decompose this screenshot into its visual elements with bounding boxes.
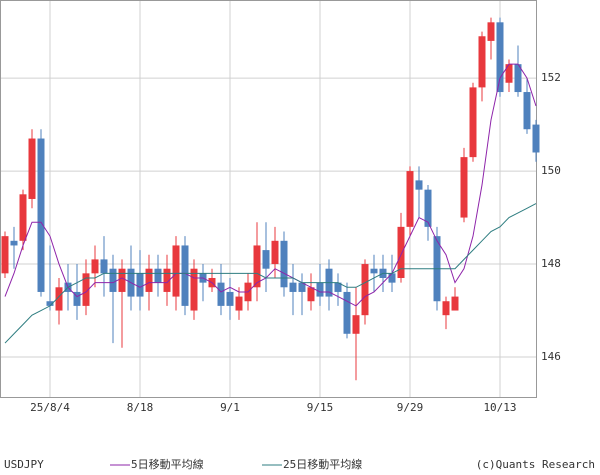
candle-body — [109, 268, 117, 292]
x-tick-label: 9/1 — [220, 401, 240, 414]
candle-body — [181, 245, 189, 306]
candle-body — [118, 268, 126, 292]
candle-body — [343, 291, 351, 334]
candle-body — [28, 138, 36, 199]
candle-body — [442, 301, 450, 316]
candle-body — [46, 301, 54, 306]
candle-body — [397, 226, 405, 278]
x-tick-label: 10/13 — [483, 401, 516, 414]
candle-body — [334, 282, 342, 292]
candle-body — [496, 22, 504, 93]
candle-body — [262, 250, 270, 269]
y-tick-label: 146 — [541, 350, 561, 363]
candle-body — [280, 240, 288, 288]
y-tick-label: 148 — [541, 257, 561, 270]
candle-body — [352, 315, 360, 334]
candle-body — [1, 236, 9, 274]
candle-body — [172, 245, 180, 297]
candle-body — [487, 22, 495, 41]
candle-body — [217, 282, 225, 306]
candle-body — [226, 291, 234, 306]
candle-body — [271, 240, 279, 265]
candle-body — [190, 268, 198, 311]
candle-body — [415, 180, 423, 190]
candle-body — [424, 189, 432, 227]
candle-body — [316, 282, 324, 297]
candle-body — [235, 296, 243, 311]
candle-body — [100, 259, 108, 274]
candle-body — [82, 273, 90, 306]
legend-label: 5日移動平均線 — [131, 457, 204, 471]
candle-body — [163, 268, 171, 292]
candle-body — [145, 268, 153, 292]
y-tick-label: 152 — [541, 71, 561, 84]
candle-body — [289, 282, 297, 292]
candle-body — [532, 124, 540, 153]
x-tick-label: 9/15 — [307, 401, 334, 414]
candle-body — [523, 92, 531, 130]
candle-body — [370, 268, 378, 274]
candle-body — [505, 64, 513, 83]
plot-frame — [0, 0, 537, 398]
y-tick-label: 150 — [541, 164, 561, 177]
candle-body — [10, 240, 18, 246]
candle-body — [307, 287, 315, 302]
candle-body — [514, 64, 522, 93]
candle-body — [136, 273, 144, 297]
candle-body — [37, 138, 45, 292]
candle-body — [406, 171, 414, 227]
x-tick-label: 9/29 — [397, 401, 424, 414]
candle-body — [19, 194, 27, 241]
candle-body — [55, 287, 63, 311]
symbol: USDJPY — [4, 458, 44, 471]
ma-line — [4, 63, 537, 307]
credit: (c)Quants Research — [476, 458, 595, 471]
candle-body — [478, 36, 486, 88]
candle-body — [469, 87, 477, 158]
x-tick-label: 25/8/4 — [30, 401, 70, 414]
ma-line — [4, 203, 537, 344]
legend-label: 25日移動平均線 — [283, 457, 362, 471]
candle-body — [361, 264, 369, 316]
candle-body — [154, 268, 162, 283]
candle-body — [460, 157, 468, 218]
candle-body — [253, 245, 261, 288]
x-tick-label: 8/18 — [127, 401, 154, 414]
candle-body — [451, 296, 459, 311]
candle-body — [91, 259, 99, 274]
candle-body — [298, 282, 306, 292]
candle-body — [73, 291, 81, 306]
candle-body — [388, 273, 396, 283]
